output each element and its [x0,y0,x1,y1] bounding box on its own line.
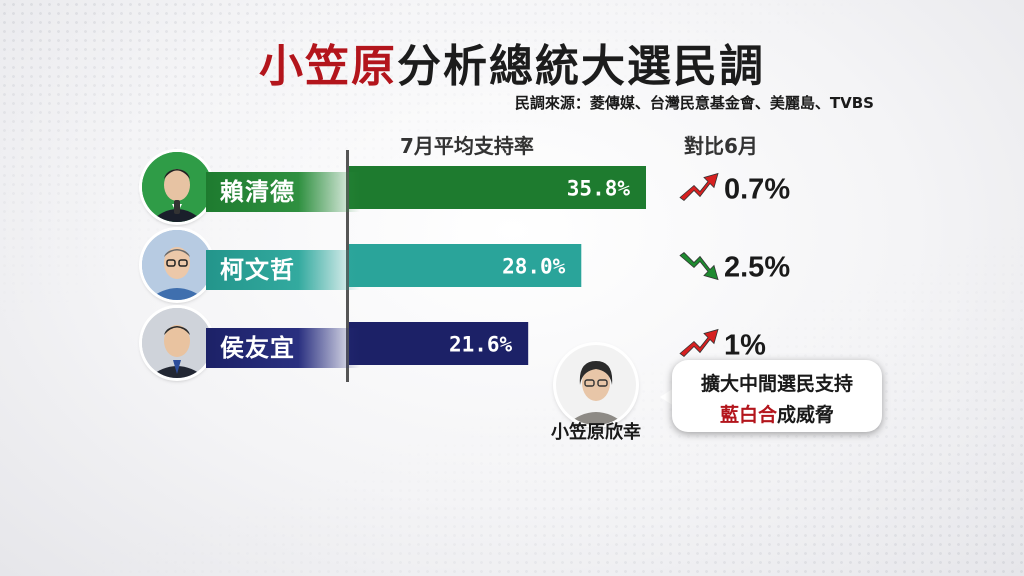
commentary-line-2: 藍白合成威脅 [672,400,882,427]
bar [349,244,582,287]
trend-down-arrow-icon [679,251,719,281]
candidate-avatar-3 [142,308,212,378]
title-rest: 分析總統大選民調 [397,41,765,92]
candidate-avatar-2 [142,230,212,300]
bar-value-label: 35.8% [567,177,631,201]
bar-value-label: 21.6% [449,333,513,357]
change-value-label: 0.7% [724,174,790,206]
trend-up-arrow-icon [679,172,719,202]
trend-up-arrow-icon [679,328,719,358]
value-column-header: 7月平均支持率 [400,134,534,158]
speech-bubble-tail [660,388,674,406]
change-value-label: 1% [724,330,766,362]
bar [349,166,646,209]
candidate-name-label: 賴清德 [206,172,360,212]
candidate-name-label: 侯友宜 [206,328,360,368]
change-column-header: 對比6月 [684,134,758,158]
expert-avatar [556,345,636,425]
page-title: 小笠原分析總統大選民調 [0,30,1024,94]
commentary-highlight: 藍白合 [719,404,777,426]
poll-source: 民調來源：菱傳媒、台灣民意基金會、美麗島、TVBS [514,94,874,112]
bar [349,322,529,365]
expert-name: 小笠原欣幸 [551,422,641,443]
commentary-line-1: 擴大中間選民支持 [700,373,853,395]
candidate-name-label: 柯文哲 [206,250,360,290]
commentary-rest: 成威脅 [777,404,835,426]
change-value-label: 2.5% [724,252,790,284]
bar-value-label: 28.0% [502,255,566,279]
title-highlight: 小笠原 [259,41,397,92]
speech-bubble: 擴大中間選民支持 藍白合成威脅 [672,360,882,432]
candidate-avatar-1 [142,152,212,222]
